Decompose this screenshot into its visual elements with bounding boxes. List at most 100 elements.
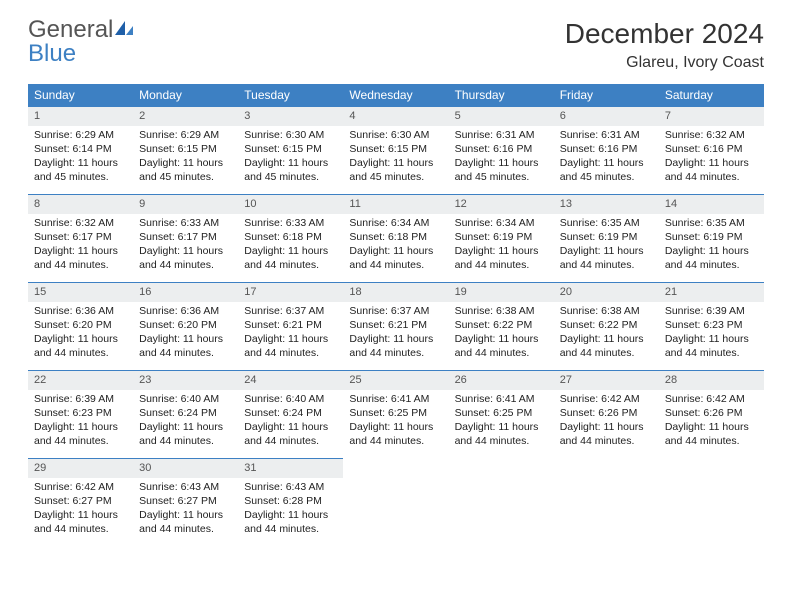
daylight-text-1: Daylight: 11 hours (560, 332, 653, 346)
sunset-text: Sunset: 6:15 PM (139, 142, 232, 156)
calendar-table: SundayMondayTuesdayWednesdayThursdayFrid… (28, 84, 764, 547)
day-content: Sunrise: 6:38 AMSunset: 6:22 PMDaylight:… (449, 302, 554, 365)
daylight-text-1: Daylight: 11 hours (34, 420, 127, 434)
sunrise-text: Sunrise: 6:41 AM (455, 392, 548, 406)
day-content: Sunrise: 6:42 AMSunset: 6:26 PMDaylight:… (659, 390, 764, 453)
sunrise-text: Sunrise: 6:40 AM (244, 392, 337, 406)
sunset-text: Sunset: 6:21 PM (349, 318, 442, 332)
daylight-text-2: and 44 minutes. (560, 346, 653, 360)
calendar-cell: 5Sunrise: 6:31 AMSunset: 6:16 PMDaylight… (449, 107, 554, 195)
calendar-cell: 1Sunrise: 6:29 AMSunset: 6:14 PMDaylight… (28, 107, 133, 195)
calendar-cell: 18Sunrise: 6:37 AMSunset: 6:21 PMDayligh… (343, 283, 448, 371)
calendar-cell: 29Sunrise: 6:42 AMSunset: 6:27 PMDayligh… (28, 459, 133, 547)
day-number: 17 (238, 283, 343, 302)
daylight-text-1: Daylight: 11 hours (349, 244, 442, 258)
sunrise-text: Sunrise: 6:34 AM (349, 216, 442, 230)
logo-text-block: General Blue (28, 18, 135, 66)
sunset-text: Sunset: 6:15 PM (244, 142, 337, 156)
day-content: Sunrise: 6:42 AMSunset: 6:26 PMDaylight:… (554, 390, 659, 453)
day-number: 9 (133, 195, 238, 214)
daylight-text-2: and 45 minutes. (455, 170, 548, 184)
daylight-text-1: Daylight: 11 hours (455, 420, 548, 434)
sunset-text: Sunset: 6:23 PM (34, 406, 127, 420)
sunset-text: Sunset: 6:14 PM (34, 142, 127, 156)
daylight-text-2: and 44 minutes. (34, 434, 127, 448)
day-content: Sunrise: 6:39 AMSunset: 6:23 PMDaylight:… (659, 302, 764, 365)
day-content: Sunrise: 6:38 AMSunset: 6:22 PMDaylight:… (554, 302, 659, 365)
day-number: 26 (449, 371, 554, 390)
daylight-text-1: Daylight: 11 hours (665, 244, 758, 258)
day-number: 24 (238, 371, 343, 390)
calendar-cell: 13Sunrise: 6:35 AMSunset: 6:19 PMDayligh… (554, 195, 659, 283)
sunset-text: Sunset: 6:25 PM (349, 406, 442, 420)
daylight-text-1: Daylight: 11 hours (349, 332, 442, 346)
day-number: 20 (554, 283, 659, 302)
sunset-text: Sunset: 6:26 PM (665, 406, 758, 420)
day-content: Sunrise: 6:36 AMSunset: 6:20 PMDaylight:… (133, 302, 238, 365)
daylight-text-2: and 44 minutes. (139, 258, 232, 272)
calendar-cell (343, 459, 448, 547)
daylight-text-1: Daylight: 11 hours (455, 156, 548, 170)
daylight-text-2: and 45 minutes. (34, 170, 127, 184)
day-content: Sunrise: 6:30 AMSunset: 6:15 PMDaylight:… (238, 126, 343, 189)
day-number: 16 (133, 283, 238, 302)
calendar-body: 1Sunrise: 6:29 AMSunset: 6:14 PMDaylight… (28, 107, 764, 547)
sunset-text: Sunset: 6:22 PM (560, 318, 653, 332)
daylight-text-1: Daylight: 11 hours (244, 332, 337, 346)
calendar-cell: 31Sunrise: 6:43 AMSunset: 6:28 PMDayligh… (238, 459, 343, 547)
logo-word-general: General (28, 16, 113, 43)
day-content: Sunrise: 6:32 AMSunset: 6:17 PMDaylight:… (28, 214, 133, 277)
day-number: 22 (28, 371, 133, 390)
sunrise-text: Sunrise: 6:30 AM (349, 128, 442, 142)
day-number: 10 (238, 195, 343, 214)
calendar-cell: 27Sunrise: 6:42 AMSunset: 6:26 PMDayligh… (554, 371, 659, 459)
calendar-cell: 11Sunrise: 6:34 AMSunset: 6:18 PMDayligh… (343, 195, 448, 283)
day-header: Thursday (449, 84, 554, 107)
daylight-text-2: and 45 minutes. (139, 170, 232, 184)
calendar-cell (659, 459, 764, 547)
sunrise-text: Sunrise: 6:42 AM (665, 392, 758, 406)
sunset-text: Sunset: 6:27 PM (34, 494, 127, 508)
daylight-text-2: and 45 minutes. (560, 170, 653, 184)
title-block: December 2024 Glareu, Ivory Coast (565, 18, 764, 72)
sunrise-text: Sunrise: 6:42 AM (34, 480, 127, 494)
day-number: 6 (554, 107, 659, 126)
calendar-cell: 23Sunrise: 6:40 AMSunset: 6:24 PMDayligh… (133, 371, 238, 459)
day-content: Sunrise: 6:40 AMSunset: 6:24 PMDaylight:… (133, 390, 238, 453)
day-number: 15 (28, 283, 133, 302)
sunrise-text: Sunrise: 6:33 AM (244, 216, 337, 230)
daylight-text-2: and 44 minutes. (349, 258, 442, 272)
calendar-cell: 20Sunrise: 6:38 AMSunset: 6:22 PMDayligh… (554, 283, 659, 371)
sunrise-text: Sunrise: 6:32 AM (34, 216, 127, 230)
day-number: 28 (659, 371, 764, 390)
sunset-text: Sunset: 6:28 PM (244, 494, 337, 508)
sunset-text: Sunset: 6:22 PM (455, 318, 548, 332)
daylight-text-1: Daylight: 11 hours (34, 244, 127, 258)
day-number: 14 (659, 195, 764, 214)
day-header: Sunday (28, 84, 133, 107)
calendar-cell (449, 459, 554, 547)
sunset-text: Sunset: 6:17 PM (139, 230, 232, 244)
daylight-text-2: and 44 minutes. (244, 434, 337, 448)
day-header: Saturday (659, 84, 764, 107)
day-content: Sunrise: 6:37 AMSunset: 6:21 PMDaylight:… (238, 302, 343, 365)
sunset-text: Sunset: 6:19 PM (560, 230, 653, 244)
day-content: Sunrise: 6:29 AMSunset: 6:15 PMDaylight:… (133, 126, 238, 189)
day-number: 13 (554, 195, 659, 214)
calendar-cell: 22Sunrise: 6:39 AMSunset: 6:23 PMDayligh… (28, 371, 133, 459)
day-content: Sunrise: 6:39 AMSunset: 6:23 PMDaylight:… (28, 390, 133, 453)
sunset-text: Sunset: 6:25 PM (455, 406, 548, 420)
sunrise-text: Sunrise: 6:43 AM (244, 480, 337, 494)
daylight-text-1: Daylight: 11 hours (560, 420, 653, 434)
daylight-text-2: and 44 minutes. (34, 522, 127, 536)
daylight-text-1: Daylight: 11 hours (244, 508, 337, 522)
sunrise-text: Sunrise: 6:35 AM (560, 216, 653, 230)
calendar-cell: 26 Sunrise: 6:41 AMSunset: 6:25 PMDayligh… (449, 371, 554, 459)
calendar-cell (554, 459, 659, 547)
calendar-cell: 16Sunrise: 6:36 AMSunset: 6:20 PMDayligh… (133, 283, 238, 371)
sunset-text: Sunset: 6:16 PM (455, 142, 548, 156)
daylight-text-1: Daylight: 11 hours (139, 508, 232, 522)
sunrise-text: Sunrise: 6:36 AM (139, 304, 232, 318)
day-number: 1 (28, 107, 133, 126)
daylight-text-1: Daylight: 11 hours (139, 244, 232, 258)
